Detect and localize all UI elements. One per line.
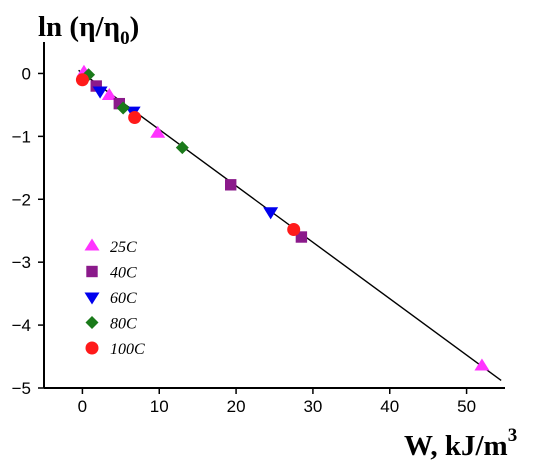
y-axis-title: ln (η/η0) (38, 11, 139, 49)
legend-item: 40C (86, 265, 137, 282)
series-100C (75, 73, 301, 236)
data-point (150, 125, 166, 138)
data-point (116, 101, 130, 115)
x-tick-label: 20 (227, 397, 246, 416)
data-point (295, 231, 308, 243)
legend-item: 100C (85, 341, 145, 358)
legend: 25C 40C 60C 80C 100C (84, 238, 145, 358)
data-point (287, 222, 301, 236)
legend-marker (84, 292, 100, 305)
y-tick-label: −4 (12, 316, 31, 335)
x-tick-label: 10 (150, 397, 169, 416)
x-tick-label: 40 (380, 397, 399, 416)
x-tick-label: 30 (303, 397, 322, 416)
legend-item: 80C (85, 316, 137, 333)
data-points (75, 64, 490, 371)
legend-item: 60C (84, 290, 137, 307)
legend-marker (85, 316, 99, 329)
series-25C (76, 64, 490, 371)
x-axis-title: W, kJ/m3 (404, 425, 517, 462)
svg-text:ln (η/η0): ln (η/η0) (38, 11, 139, 49)
series-80C (82, 68, 189, 155)
legend-label: 60C (110, 290, 137, 307)
legend-item: 25C (84, 238, 137, 256)
axes: 0 10 20 30 40 50 0 −1 −2 −3 −4 −5 (12, 42, 505, 416)
legend-marker (85, 341, 99, 355)
data-point (128, 110, 142, 124)
legend-label: 80C (110, 316, 137, 333)
y-tick-label: −2 (12, 190, 31, 209)
data-point (75, 73, 89, 87)
x-axis-title-base: W, kJ/m (404, 430, 508, 462)
data-point (101, 87, 117, 101)
legend-marker (86, 265, 98, 278)
series-40C (90, 80, 308, 243)
y-tick-label: −5 (12, 379, 31, 398)
data-point (92, 86, 108, 99)
legend-label: 40C (110, 265, 137, 282)
svg-text:W, kJ/m3: W, kJ/m3 (404, 425, 517, 462)
legend-label: 100C (110, 341, 145, 358)
x-axis-title-superscript: 3 (508, 425, 518, 446)
data-point (90, 80, 102, 92)
y-tick-label: −1 (12, 127, 31, 146)
data-point (263, 207, 279, 220)
x-tick-label: 0 (78, 397, 87, 416)
legend-label: 25C (110, 239, 137, 256)
data-point (474, 358, 490, 371)
y-axis-title-subscript: 0 (120, 28, 130, 49)
data-point (113, 97, 125, 110)
y-axis-title-close: ) (130, 11, 140, 43)
y-tick-label: −3 (12, 253, 31, 272)
x-tick-label: 50 (457, 397, 476, 416)
data-point (225, 179, 237, 191)
legend-marker (84, 238, 100, 251)
data-point (175, 141, 189, 155)
y-tick-label: 0 (22, 64, 31, 83)
y-axis-title-base: ln (η/η (38, 11, 120, 43)
